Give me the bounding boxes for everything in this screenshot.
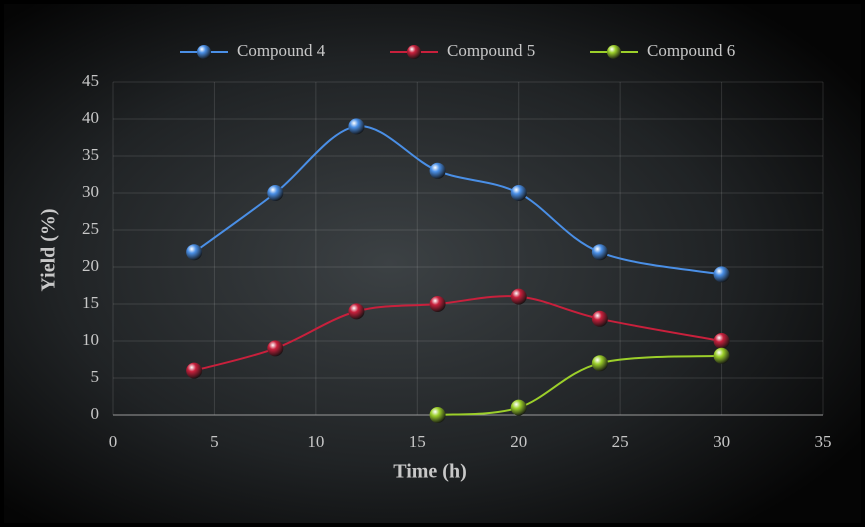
y-tick-label: 20 [82,256,99,275]
y-tick-label: 5 [91,367,100,386]
data-point [510,399,527,416]
data-point [429,162,446,179]
y-tick-label: 45 [82,71,99,90]
y-tick-label: 40 [82,108,99,127]
legend-marker [607,45,621,59]
x-tick-label: 5 [210,432,219,451]
legend-label: Compound 6 [647,41,735,60]
y-tick-label: 15 [82,293,99,312]
data-point [267,185,284,201]
data-point [267,340,284,357]
x-tick-label: 0 [109,432,118,451]
data-point [510,185,527,201]
data-point [591,310,608,327]
y-tick-label: 10 [82,330,99,349]
data-point [186,362,203,379]
x-tick-label: 25 [612,432,629,451]
data-point [591,355,608,372]
data-point [510,288,527,305]
legend-label: Compound 5 [447,41,535,60]
y-tick-label: 25 [82,219,99,238]
data-point [713,333,730,349]
data-point [713,266,730,283]
x-tick-label: 15 [409,432,426,451]
y-axis-title: Yield (%) [38,208,60,291]
data-point [591,244,608,261]
data-point [348,303,365,320]
legend-marker [197,45,211,59]
x-tick-label: 20 [510,432,527,451]
background [4,4,861,523]
x-axis-title: Time (h) [393,461,467,483]
legend-label: Compound 4 [237,41,326,60]
y-tick-label: 0 [91,404,100,423]
x-tick-label: 10 [307,432,324,451]
data-point [186,244,203,261]
data-point [713,347,730,364]
data-point [348,118,365,135]
legend-marker [407,45,421,59]
y-tick-label: 35 [82,145,99,164]
series-line [437,354,722,416]
data-point [429,407,446,423]
x-tick-label: 35 [815,432,832,451]
y-tick-label: 30 [82,182,99,201]
data-point [429,296,446,312]
x-tick-label: 30 [713,432,730,451]
